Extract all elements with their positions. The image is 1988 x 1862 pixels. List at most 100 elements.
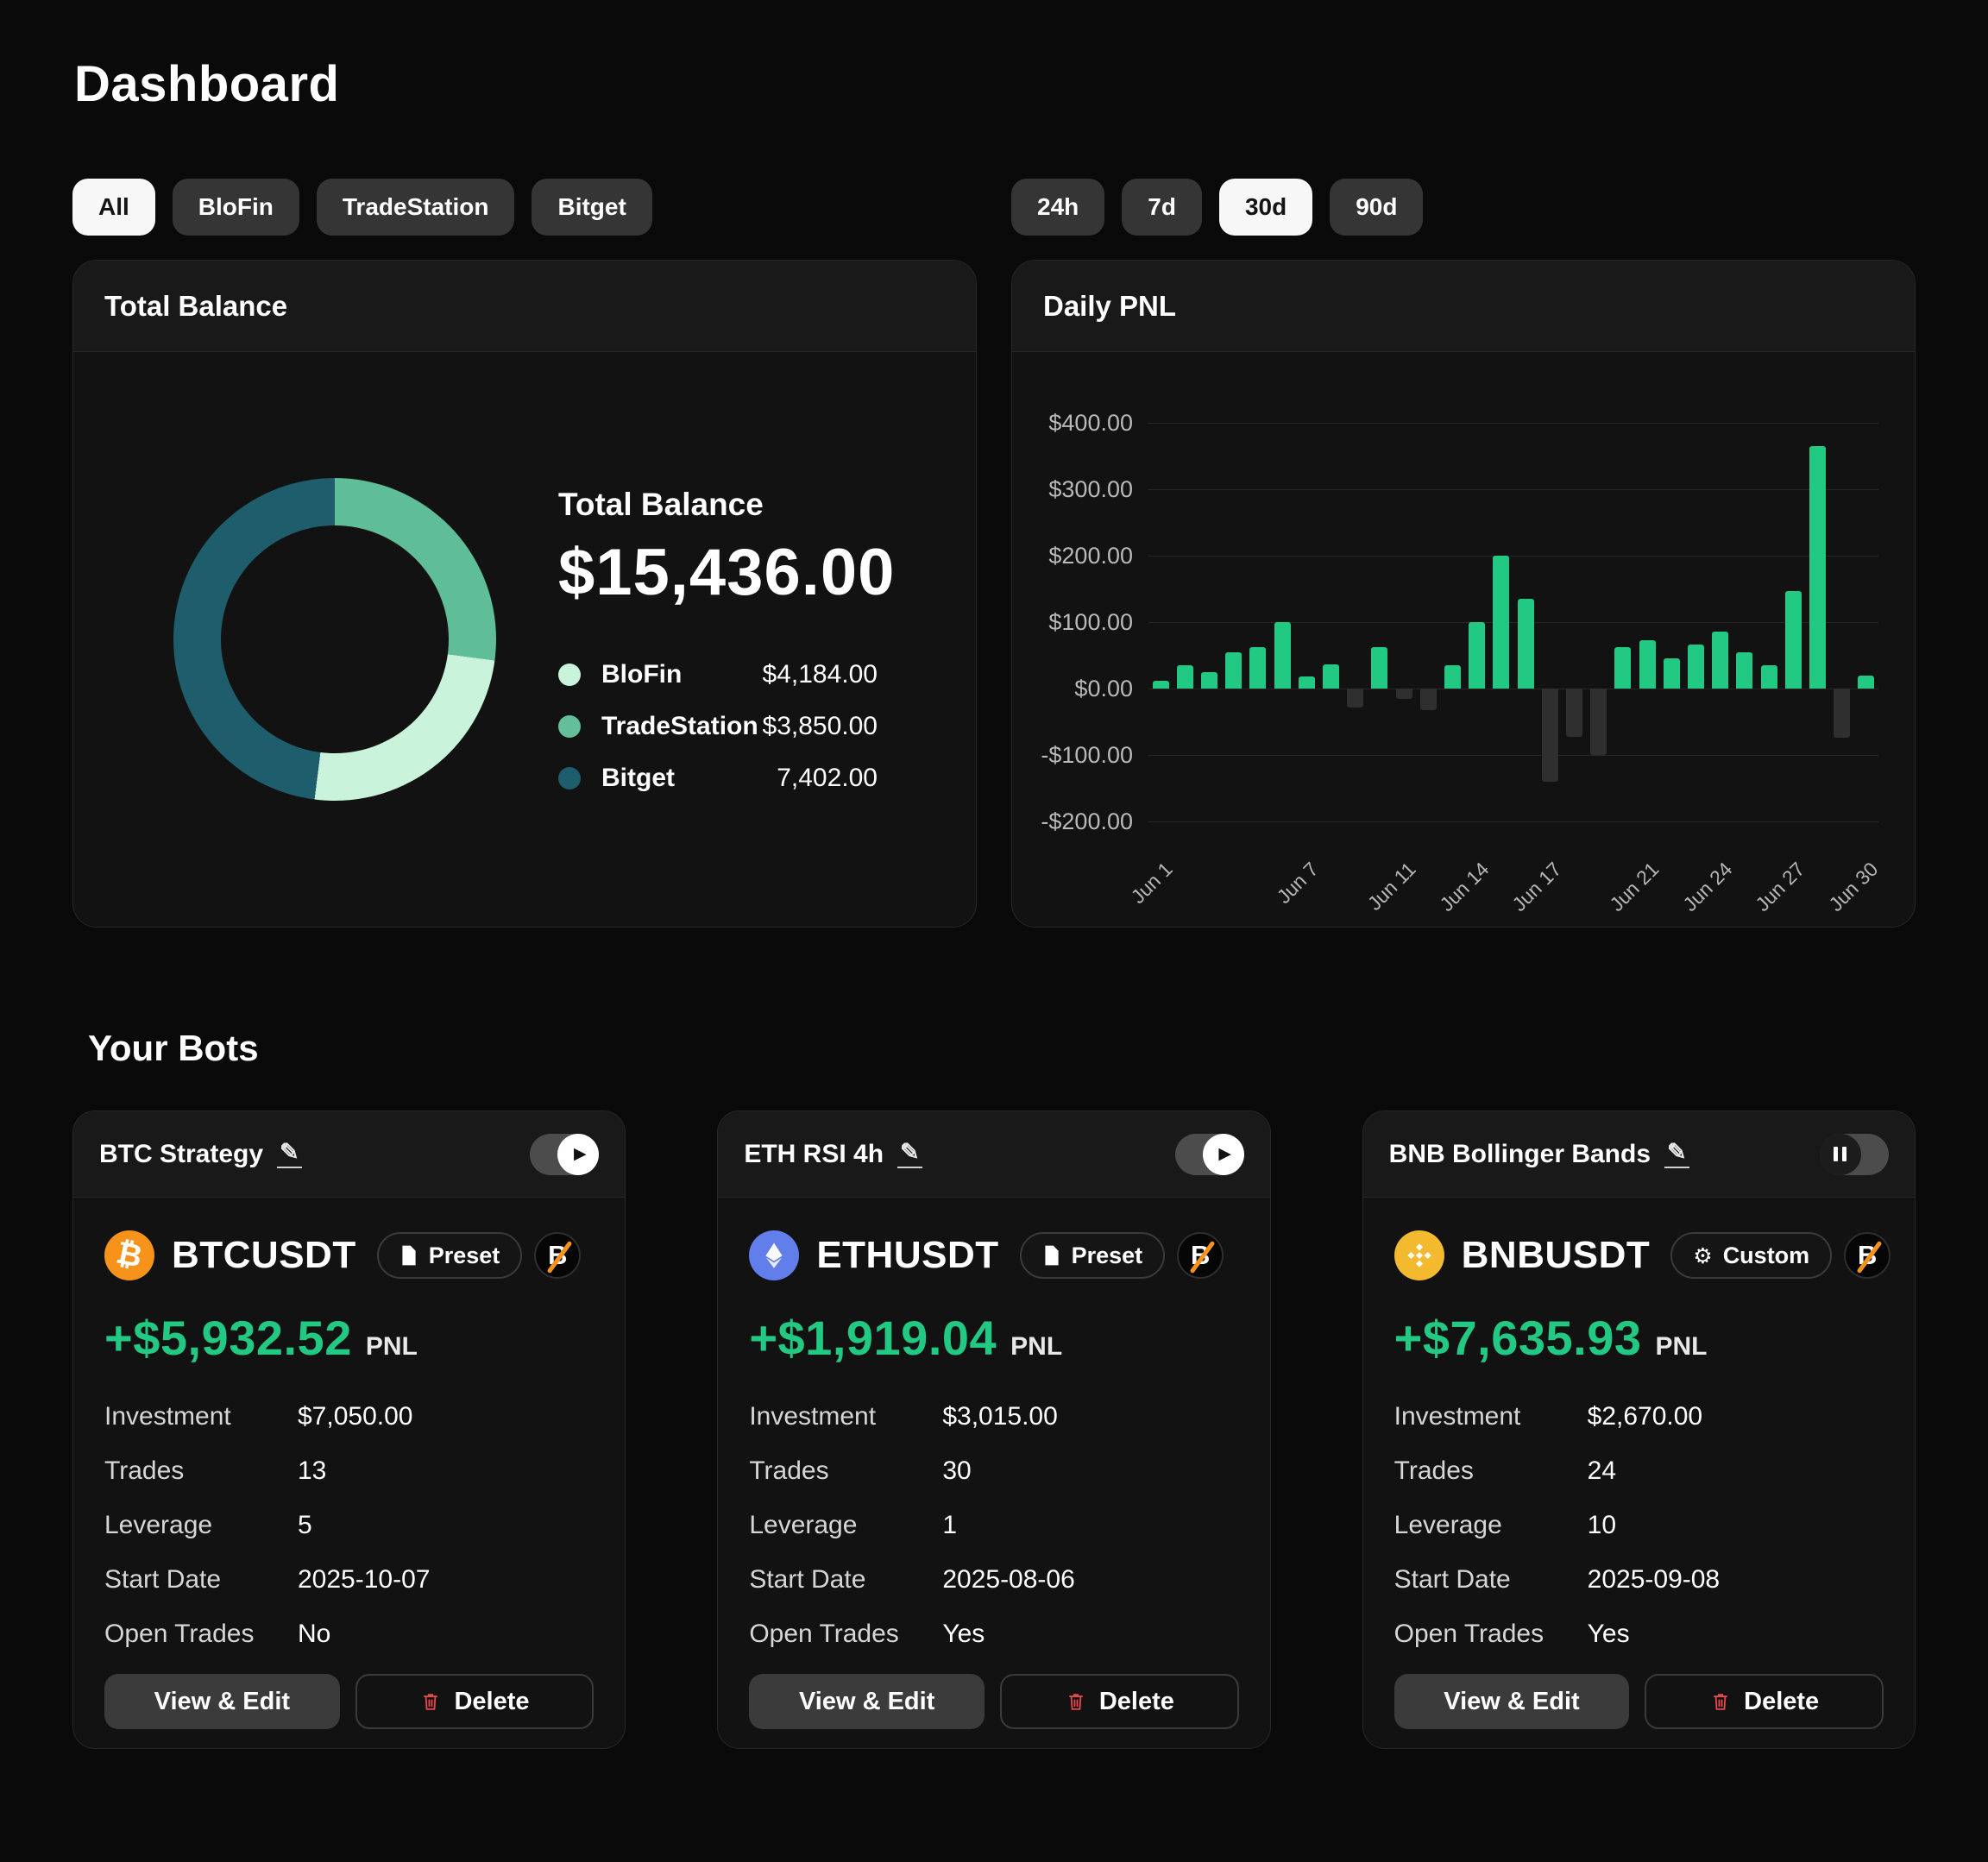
- x-tick-label: Jun 27: [1751, 858, 1809, 916]
- stat-label: Start Date: [1393, 1565, 1511, 1594]
- bot-enabled-toggle[interactable]: ▶: [530, 1133, 600, 1175]
- x-tick-label: Jun 30: [1824, 858, 1883, 916]
- daily-pnl-card: Daily PNL $400.00 $300.00 $200.00 $100.00 $0…: [1011, 260, 1916, 928]
- bot-card-eth-rsi: ETH RSI 4h ✎ ▶ ETHUSDT: [717, 1110, 1271, 1749]
- pnl-bar-jun-18: [1565, 689, 1583, 738]
- bot-enabled-toggle[interactable]: ▶: [1819, 1133, 1889, 1175]
- y-tick-label: $0.00: [1074, 676, 1133, 701]
- stat-label: Leverage: [1393, 1511, 1502, 1539]
- coin-row: BNBUSDT ⚙ Custom B: [1393, 1230, 1891, 1280]
- bot-symbol: BNBUSDT: [1461, 1234, 1651, 1276]
- delete-button[interactable]: Delete: [1645, 1674, 1884, 1729]
- bot-symbol: BTCUSDT: [172, 1234, 356, 1276]
- blofin-logo-badge: B: [1177, 1232, 1224, 1279]
- x-tick-label: Jun 7: [1272, 858, 1323, 909]
- total-balance-card: Total Balance Total Balance $15,436.00 B…: [72, 260, 977, 928]
- toggle-knob: ▶: [1819, 1133, 1861, 1175]
- stat-value: 13: [298, 1456, 327, 1485]
- view-edit-button[interactable]: View & Edit: [1393, 1674, 1630, 1729]
- daily-pnl-chart: $400.00 $300.00 $200.00 $100.00 $0.00 -$100.0…: [1012, 352, 1915, 927]
- stat-label: Leverage: [104, 1511, 213, 1539]
- x-tick-label: Jun 17: [1507, 858, 1566, 916]
- delete-button[interactable]: Delete: [355, 1674, 595, 1729]
- stat-value: $7,050.00: [298, 1402, 413, 1431]
- trash-icon: [1068, 1694, 1083, 1710]
- bots-heading: Your Bots: [88, 1028, 259, 1068]
- stat-value: 10: [1587, 1511, 1617, 1539]
- blofin-logo-badge: B: [1844, 1232, 1891, 1279]
- pnl-bar-jun-24: [1712, 631, 1729, 689]
- ethereum-icon: [749, 1230, 800, 1280]
- balance-total: $15,436.00: [558, 535, 896, 609]
- stat-value: $3,015.00: [942, 1402, 1058, 1431]
- delete-button[interactable]: Delete: [1000, 1674, 1239, 1729]
- pnl-bar-jun-13: [1444, 665, 1462, 689]
- pnl-bar-jun-20: [1614, 647, 1632, 689]
- bot-name-text: BTC Strategy: [99, 1139, 264, 1168]
- period-90d[interactable]: 90d: [1330, 179, 1424, 236]
- filter-bitget[interactable]: Bitget: [532, 179, 652, 236]
- bot-card-btc-strategy: BTC Strategy ✎ ▶ ₿ BTCUSDT ⚙: [72, 1110, 626, 1749]
- delete-label: Delete: [1744, 1687, 1820, 1715]
- stat-label: Start Date: [749, 1565, 866, 1594]
- view-edit-button[interactable]: View & Edit: [104, 1674, 340, 1729]
- document-icon: [402, 1245, 416, 1266]
- pnl-bar-jun-10: [1371, 647, 1388, 689]
- stat-value: 2025-10-07: [298, 1565, 431, 1594]
- bot-pnl-value: +$7,635.93: [1393, 1311, 1642, 1365]
- legend-name: Bitget: [601, 763, 675, 792]
- stat-label: Open Trades: [1393, 1620, 1544, 1648]
- bot-mode-label: Preset: [1071, 1242, 1143, 1268]
- y-tick-label: $300.00: [1048, 476, 1133, 502]
- delete-label: Delete: [1098, 1687, 1174, 1715]
- pnl-bar-jun-14: [1469, 622, 1486, 689]
- edit-pencil-icon[interactable]: ✎: [1664, 1140, 1689, 1168]
- document-icon: [1045, 1245, 1059, 1266]
- coin-row: ETHUSDT ⚙ Preset B: [749, 1230, 1238, 1280]
- y-axis-labels: $400.00 $300.00 $200.00 $100.00 $0.00 -$100.0…: [1012, 410, 1133, 834]
- grid-line: [1148, 423, 1878, 424]
- x-tick-label: Jun 14: [1434, 858, 1494, 916]
- stat-label: Leverage: [749, 1511, 858, 1539]
- stat-value: 5: [298, 1511, 312, 1539]
- stat-value: 30: [942, 1456, 972, 1485]
- period-7d[interactable]: 7d: [1122, 179, 1202, 236]
- pnl-bar-jun-17: [1541, 689, 1558, 782]
- period-24h[interactable]: 24h: [1011, 179, 1105, 236]
- stat-label: Open Trades: [749, 1620, 899, 1648]
- stat-label: Open Trades: [104, 1620, 255, 1648]
- pnl-bar-jun-15: [1493, 556, 1510, 689]
- pnl-bar-jun-3: [1200, 671, 1218, 689]
- grid-line: [1148, 821, 1878, 822]
- pnl-bar-jun-6: [1274, 622, 1291, 689]
- y-tick-label: $100.00: [1048, 609, 1133, 635]
- bot-stats: Investment $3,015.00 Trades 30 Leverage 1 S…: [749, 1402, 1238, 1674]
- x-tick-label: Jun 24: [1677, 858, 1737, 916]
- play-icon: ▶: [1218, 1144, 1231, 1163]
- edit-pencil-icon[interactable]: ✎: [897, 1140, 922, 1168]
- filter-all[interactable]: All: [72, 179, 155, 236]
- x-axis-labels: Jun 1 Jun 7 Jun 11 Jun 14 Jun 17 Jun 21 Jun 24…: [1126, 835, 1882, 927]
- bot-pnl-value: +$1,919.04: [749, 1311, 997, 1365]
- bot-name: BNB Bollinger Bands ✎: [1389, 1140, 1689, 1169]
- stat-label: Investment: [749, 1402, 877, 1431]
- page-title: Dashboard: [74, 56, 340, 112]
- filter-blofin[interactable]: BloFin: [172, 179, 299, 236]
- filter-tradestation[interactable]: TradeStation: [316, 179, 515, 236]
- legend-row-tradestation: TradeStation $3,850.00: [558, 712, 878, 741]
- bot-name: BTC Strategy ✎: [99, 1140, 302, 1169]
- pnl-bar-jun-1: [1152, 680, 1169, 689]
- pnl-bar-jun-4: [1225, 651, 1242, 689]
- grid-line: [1148, 622, 1878, 623]
- legend-value: $4,184.00: [762, 659, 878, 689]
- bot-card-bnb-bollinger: BNB Bollinger Bands ✎ ▶ BNBUSDT: [1362, 1110, 1916, 1749]
- edit-pencil-icon[interactable]: ✎: [277, 1140, 302, 1168]
- view-edit-button[interactable]: View & Edit: [749, 1674, 985, 1729]
- gear-icon: ⚙: [1693, 1242, 1713, 1268]
- bot-mode-badge: ⚙ Preset: [376, 1232, 523, 1279]
- exchange-filter-group: All BloFin TradeStation Bitget: [72, 179, 977, 236]
- bot-enabled-toggle[interactable]: ▶: [1174, 1133, 1244, 1175]
- period-30d[interactable]: 30d: [1218, 179, 1313, 236]
- bot-symbol: ETHUSDT: [816, 1234, 999, 1276]
- pnl-bar-jun-8: [1322, 664, 1340, 689]
